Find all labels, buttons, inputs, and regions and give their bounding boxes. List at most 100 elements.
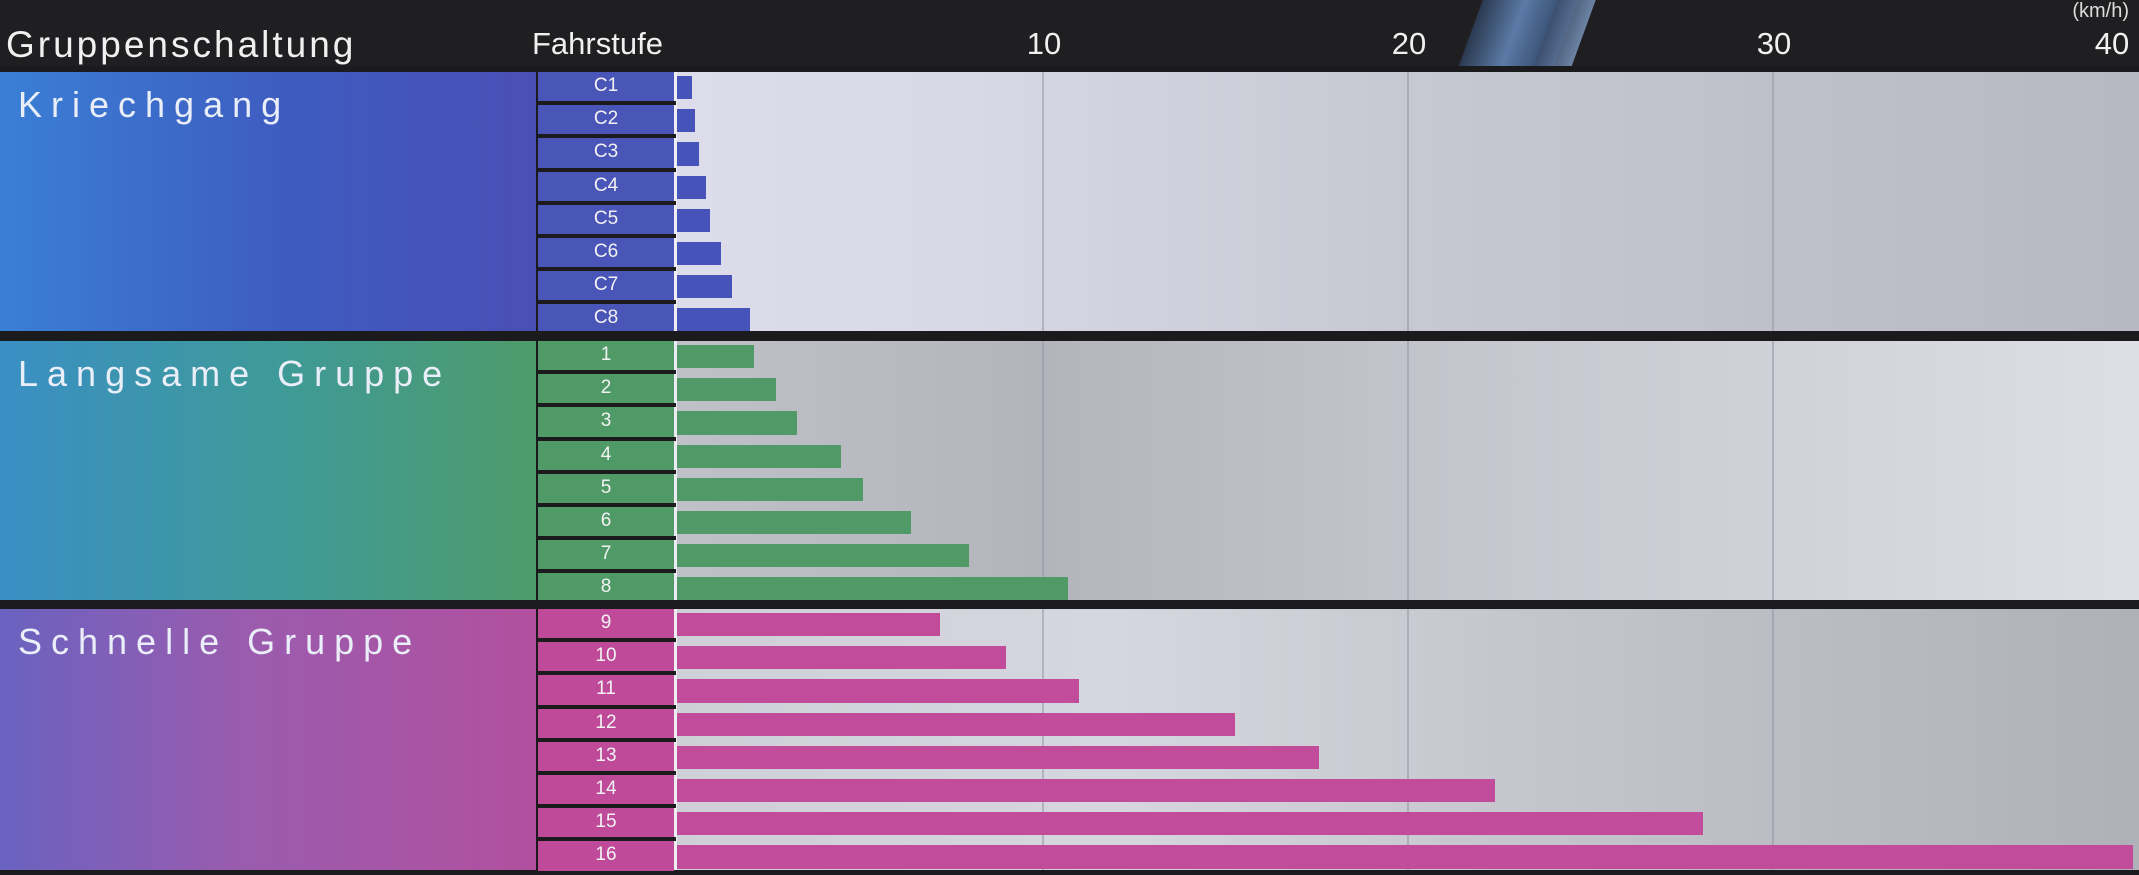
bar-c6 xyxy=(677,242,721,266)
group-label: Langsame Gruppe xyxy=(18,353,452,394)
bar-15 xyxy=(677,812,1703,836)
category-tab xyxy=(538,708,674,738)
bar-7 xyxy=(677,544,969,568)
category-label: C1 xyxy=(593,75,619,96)
category-divider xyxy=(536,134,676,139)
grid-line xyxy=(1042,341,1044,602)
bar-c8 xyxy=(677,308,750,332)
category-divider xyxy=(536,267,676,272)
bar-c5 xyxy=(677,208,710,232)
category-divider xyxy=(536,771,676,775)
grid-line xyxy=(1407,609,1409,870)
category-divider xyxy=(536,503,676,507)
bar-13 xyxy=(677,745,1320,769)
category-tab xyxy=(538,72,674,102)
category-tab xyxy=(538,204,674,234)
bar-4 xyxy=(677,444,842,468)
category-tab xyxy=(538,374,674,404)
category-label: 5 xyxy=(600,476,612,498)
category-divider xyxy=(536,370,676,375)
bar-c4 xyxy=(677,175,707,199)
fahrstufe-column: 9 10 11 12 13 14 15 16 xyxy=(538,609,674,871)
x-tick-label: 10 xyxy=(1026,26,1062,61)
grid-line xyxy=(1042,609,1044,870)
category-divider xyxy=(536,804,676,809)
fahrstufe-axis-label: Fahrstufe xyxy=(532,26,663,61)
group-label: Kriechgang xyxy=(18,84,291,125)
chart-title: Gruppenschaltung xyxy=(6,24,357,65)
category-tab xyxy=(538,138,674,168)
category-tab xyxy=(538,642,674,672)
bar-c3 xyxy=(677,142,699,166)
category-tab xyxy=(538,573,674,603)
category-tab xyxy=(538,238,674,268)
category-label: 12 xyxy=(595,711,617,733)
grid-line xyxy=(1042,72,1044,333)
group-separator xyxy=(0,331,2139,340)
category-divider xyxy=(536,469,676,474)
fahrstufe-column: C1 C2 C3 C4 C5 C6 C7 C8 xyxy=(538,72,674,334)
category-divider xyxy=(536,737,676,742)
category-tab xyxy=(538,407,674,437)
category-label: 16 xyxy=(595,844,617,866)
group-label: Schnelle Gruppe xyxy=(18,621,422,662)
category-label: 8 xyxy=(600,576,612,598)
category-label: 15 xyxy=(595,811,617,833)
category-tab xyxy=(538,440,674,470)
category-label: 6 xyxy=(600,510,612,531)
grid-line xyxy=(1772,72,1774,333)
bar-2 xyxy=(677,378,776,402)
grid-line xyxy=(1407,341,1409,602)
category-label: C8 xyxy=(593,307,619,329)
category-label: 10 xyxy=(595,645,617,667)
bar-c1 xyxy=(677,76,692,100)
category-label: C5 xyxy=(593,207,619,229)
x-tick-label: 40 xyxy=(2094,26,2130,61)
group-panel: Langsame Gruppe xyxy=(0,341,536,602)
category-tab xyxy=(538,741,674,771)
category-label: 2 xyxy=(600,377,612,399)
category-tab xyxy=(538,171,674,201)
group-separator xyxy=(0,600,2139,609)
category-label: 7 xyxy=(600,543,612,565)
category-label: C3 xyxy=(593,141,619,163)
category-tab xyxy=(538,609,674,639)
x-tick-label: 20 xyxy=(1391,26,1427,61)
category-divider xyxy=(536,200,676,205)
group-separator xyxy=(0,66,2139,72)
bar-16 xyxy=(677,845,2134,869)
x-tick-label: 30 xyxy=(1756,26,1792,61)
category-label: 3 xyxy=(600,410,612,432)
bar-6 xyxy=(677,511,911,535)
bar-10 xyxy=(677,646,1006,670)
group-panel: Schnelle Gruppe xyxy=(0,609,536,870)
unit-label: (km/h) xyxy=(2072,0,2129,22)
fahrstufe-column: 1 2 3 4 5 6 7 8 xyxy=(538,341,674,603)
category-label: C6 xyxy=(593,241,619,262)
category-tab xyxy=(538,304,674,334)
bar-8 xyxy=(677,577,1068,601)
grid-line xyxy=(1407,72,1409,333)
category-tab xyxy=(538,540,674,570)
category-divider xyxy=(536,167,676,172)
group-panel: Kriechgang xyxy=(0,72,536,333)
bar-9 xyxy=(677,613,940,637)
category-divider xyxy=(536,704,676,709)
category-label: 11 xyxy=(596,678,616,700)
category-tab xyxy=(538,775,674,805)
category-tab xyxy=(538,675,674,705)
category-divider xyxy=(536,536,676,541)
category-tab xyxy=(538,341,674,371)
category-divider xyxy=(536,837,676,842)
grid-line xyxy=(1772,341,1774,602)
category-tab xyxy=(538,473,674,503)
category-divider xyxy=(536,101,676,106)
bar-3 xyxy=(677,411,798,435)
category-divider xyxy=(536,234,676,238)
category-divider xyxy=(536,671,676,676)
category-label: 4 xyxy=(600,443,612,465)
category-tab xyxy=(538,808,674,838)
bar-14 xyxy=(677,779,1495,803)
bar-11 xyxy=(677,679,1079,703)
category-tab xyxy=(538,271,674,301)
